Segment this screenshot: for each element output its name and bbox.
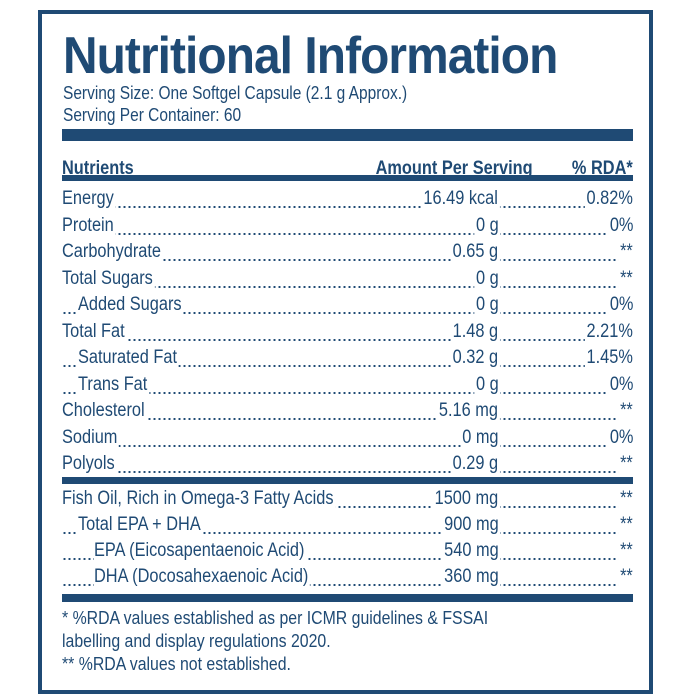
header-amount: Amount Per Serving: [375, 158, 533, 179]
nutrient-name: Protein: [62, 212, 116, 239]
nutrient-amount: 1.48 g: [451, 318, 500, 345]
nutrient-amount: 900 mg: [442, 512, 500, 538]
table-row: Protein 0 g 0%: [62, 212, 633, 239]
nutrient-name: Energy: [62, 186, 116, 212]
table-row: Cholesterol 5.16 mg **: [62, 398, 633, 424]
table-row: Saturated Fat 0.32 g 1.45%: [62, 345, 633, 371]
dot-leader: [62, 232, 633, 235]
dot-leader: [62, 532, 633, 534]
nutrient-amount: 0.29 g: [451, 451, 500, 477]
nutrient-rda: 2.21%: [584, 318, 633, 345]
nutrient-amount: 1500 mg: [432, 486, 500, 512]
table-row: DHA (Docosahexaenoic Acid) 360 mg **: [62, 564, 633, 590]
dot-leader: [62, 365, 633, 367]
dot-leader: [62, 338, 633, 341]
header-divider-thick: [62, 129, 633, 141]
nutrient-rda: **: [618, 538, 633, 564]
dot-leader: [62, 391, 633, 394]
table-header: Nutrients Amount Per Serving % RDA*: [62, 154, 633, 184]
header-rda: % RDA*: [572, 158, 633, 179]
nutrient-name: Polyols: [62, 451, 117, 477]
nutrient-name: EPA (Eicosapentaenoic Acid): [94, 538, 307, 564]
nutrient-rda: **: [618, 239, 633, 265]
nutrient-rda: 0%: [607, 212, 633, 239]
nutrient-amount: 16.49 kcal: [422, 186, 500, 212]
nutrition-label: Nutritional Information Serving Size: On…: [38, 10, 653, 694]
dot-leader: [62, 259, 633, 261]
nutrient-amount: 540 mg: [442, 538, 500, 564]
dot-leader: [62, 506, 633, 508]
nutrient-rda: 0.82%: [584, 186, 633, 212]
nutrient-amount: 0 g: [473, 265, 500, 292]
nutrient-name: Carbohydrate: [62, 239, 163, 265]
table-row: Polyols 0.29 g **: [62, 451, 633, 477]
nutrient-name: Trans Fat: [78, 371, 150, 398]
nutrient-amount: 360 mg: [442, 564, 500, 590]
nutrient-rda: 0%: [607, 371, 633, 398]
nutrient-rda: **: [618, 265, 633, 292]
serving-size: Serving Size: One Softgel Capsule (2.1 g…: [63, 83, 408, 103]
table-row: EPA (Eicosapentaenoic Acid) 540 mg **: [62, 538, 633, 564]
table-row: Total EPA + DHA 900 mg **: [62, 512, 633, 538]
nutrient-name: Total EPA + DHA: [78, 512, 203, 538]
table-row: Fish Oil, Rich in Omega-3 Fatty Acids 150…: [62, 486, 633, 512]
nutrient-rda: 1.45%: [584, 345, 633, 371]
nutrient-rda: 0%: [607, 424, 633, 451]
dot-leader: [62, 418, 633, 420]
header-divider: [62, 175, 633, 181]
footnote-rda-not-established: ** %RDA values not established.: [62, 654, 291, 674]
dot-leader: [62, 558, 633, 560]
footnote-rda-established: * %RDA values established as per ICMR gu…: [62, 608, 489, 628]
dot-leader: [62, 444, 633, 447]
section-divider: [62, 477, 633, 484]
nutrient-amount: 0 mg: [460, 424, 500, 451]
table-row: Total Sugars 0 g **: [62, 265, 633, 292]
nutrient-name: Added Sugars: [78, 292, 184, 318]
nutrient-name: Saturated Fat: [78, 345, 179, 371]
footnote-regulations: labelling and display regulations 2020.: [62, 631, 331, 651]
dot-leader: [62, 471, 633, 473]
servings-per-container: Serving Per Container: 60: [63, 105, 242, 125]
nutrient-amount: 0.65 g: [451, 239, 500, 265]
nutrient-rda: **: [618, 512, 633, 538]
table-row: Added Sugars 0 g 0%: [62, 292, 633, 318]
nutrient-name: Total Sugars: [62, 265, 155, 292]
dot-leader: [62, 206, 633, 208]
nutrient-name: Fish Oil, Rich in Omega-3 Fatty Acids: [62, 486, 336, 512]
dot-leader: [62, 584, 633, 586]
nutrient-amount: 0 g: [473, 371, 500, 398]
nutrient-amount: 0 g: [473, 212, 500, 239]
label-title: Nutritional Information: [63, 27, 558, 85]
dot-leader: [62, 312, 633, 314]
header-nutrients: Nutrients: [62, 158, 134, 179]
table-row: Carbohydrate 0.65 g **: [62, 239, 633, 265]
nutrient-rda: **: [618, 451, 633, 477]
table-row: Sodium 0 mg 0%: [62, 424, 633, 451]
table-row: Energy 16.49 kcal 0.82%: [62, 186, 633, 212]
nutrient-name: DHA (Docosahexaenoic Acid): [94, 564, 311, 590]
nutrient-name: Total Fat: [62, 318, 127, 345]
nutrient-rda: **: [618, 486, 633, 512]
nutrient-amount: 0.32 g: [451, 345, 500, 371]
nutrient-rda: **: [618, 398, 633, 424]
table-row: Total Fat 1.48 g 2.21%: [62, 318, 633, 345]
footnote-divider: [62, 594, 633, 602]
table-row: Trans Fat 0 g 0%: [62, 371, 633, 398]
nutrient-amount: 5.16 mg: [437, 398, 500, 424]
nutrient-amount: 0 g: [473, 292, 500, 318]
dot-leader: [62, 285, 633, 288]
nutrient-name: Sodium: [62, 424, 120, 451]
nutrient-rda: 0%: [607, 292, 633, 318]
nutrient-name: Cholesterol: [62, 398, 147, 424]
nutrient-rda: **: [618, 564, 633, 590]
